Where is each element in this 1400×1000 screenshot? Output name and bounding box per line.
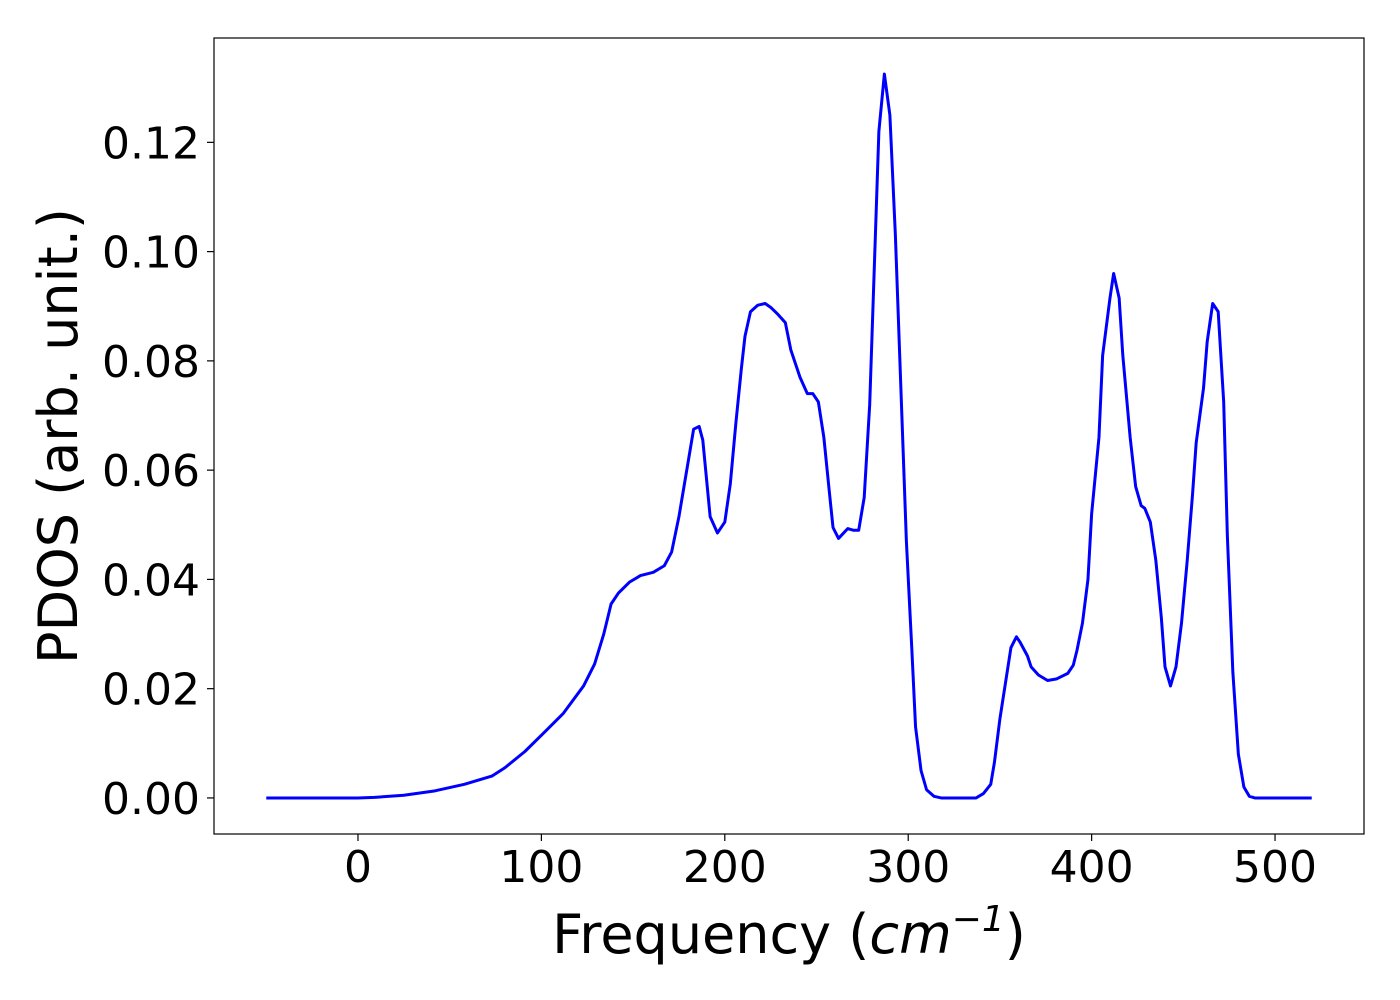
plot-frame: [213, 37, 1365, 835]
data-line: [266, 72, 1312, 800]
x-tick-label: 200: [683, 842, 767, 893]
x-axis-label: Frequency (cm−1): [552, 899, 1026, 966]
y-tick-label: 0.10: [102, 228, 200, 279]
y-tick-label: 0.08: [102, 337, 200, 388]
x-tick-label: 300: [866, 842, 950, 893]
y-tick-label: 0.06: [102, 446, 200, 497]
y-tick-label: 0.02: [102, 665, 200, 716]
y-axis-label: PDOS (arb. unit.): [27, 208, 90, 664]
x-label-unit: cm: [869, 903, 951, 966]
y-tick-label: 0.12: [102, 118, 200, 169]
x-label-exponent: −1: [952, 899, 1005, 940]
x-label-text: Frequency (: [552, 903, 869, 966]
y-tick-label: 0.00: [102, 774, 200, 825]
x-tick-label: 100: [499, 842, 583, 893]
x-tick-label: 500: [1233, 842, 1317, 893]
x-tick-label: 400: [1050, 842, 1134, 893]
x-tick-label: 0: [344, 842, 372, 893]
y-tick-label: 0.04: [102, 555, 200, 606]
x-label-close: ): [1005, 903, 1026, 966]
